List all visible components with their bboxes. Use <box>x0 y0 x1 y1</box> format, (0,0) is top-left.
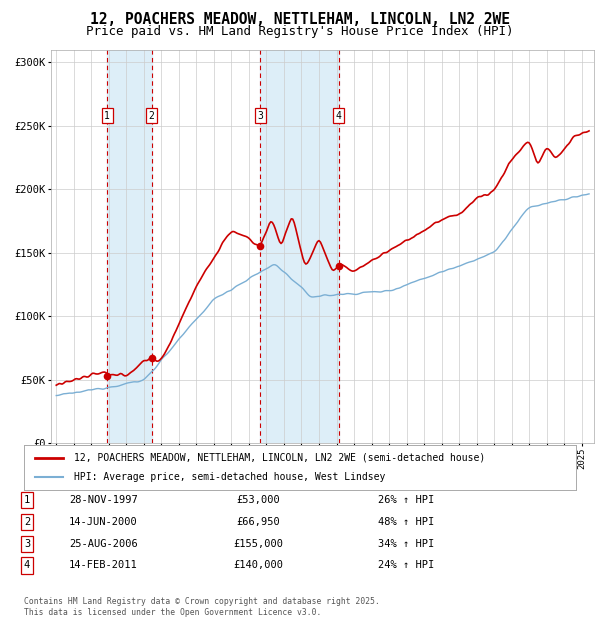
Text: 26% ↑ HPI: 26% ↑ HPI <box>378 495 434 505</box>
Text: 4: 4 <box>24 560 30 570</box>
Text: £53,000: £53,000 <box>236 495 280 505</box>
Text: 48% ↑ HPI: 48% ↑ HPI <box>378 517 434 527</box>
Bar <box>107 50 152 443</box>
Text: 28-NOV-1997: 28-NOV-1997 <box>69 495 138 505</box>
Text: 25-AUG-2006: 25-AUG-2006 <box>69 539 138 549</box>
Text: Contains HM Land Registry data © Crown copyright and database right 2025.
This d: Contains HM Land Registry data © Crown c… <box>24 598 380 617</box>
Text: 12, POACHERS MEADOW, NETTLEHAM, LINCOLN, LN2 2WE: 12, POACHERS MEADOW, NETTLEHAM, LINCOLN,… <box>90 12 510 27</box>
Text: 34% ↑ HPI: 34% ↑ HPI <box>378 539 434 549</box>
Text: £140,000: £140,000 <box>233 560 283 570</box>
Text: 4: 4 <box>335 110 341 121</box>
Text: 3: 3 <box>257 110 263 121</box>
Text: £66,950: £66,950 <box>236 517 280 527</box>
Text: Price paid vs. HM Land Registry's House Price Index (HPI): Price paid vs. HM Land Registry's House … <box>86 25 514 38</box>
Text: 3: 3 <box>24 539 30 549</box>
Bar <box>260 50 338 443</box>
Text: 24% ↑ HPI: 24% ↑ HPI <box>378 560 434 570</box>
Text: 14-JUN-2000: 14-JUN-2000 <box>69 517 138 527</box>
Text: HPI: Average price, semi-detached house, West Lindsey: HPI: Average price, semi-detached house,… <box>74 472 385 482</box>
Text: 1: 1 <box>24 495 30 505</box>
Text: £155,000: £155,000 <box>233 539 283 549</box>
Text: 2: 2 <box>149 110 155 121</box>
Text: 2: 2 <box>24 517 30 527</box>
Text: 1: 1 <box>104 110 110 121</box>
Text: 12, POACHERS MEADOW, NETTLEHAM, LINCOLN, LN2 2WE (semi-detached house): 12, POACHERS MEADOW, NETTLEHAM, LINCOLN,… <box>74 453 485 463</box>
Text: 14-FEB-2011: 14-FEB-2011 <box>69 560 138 570</box>
